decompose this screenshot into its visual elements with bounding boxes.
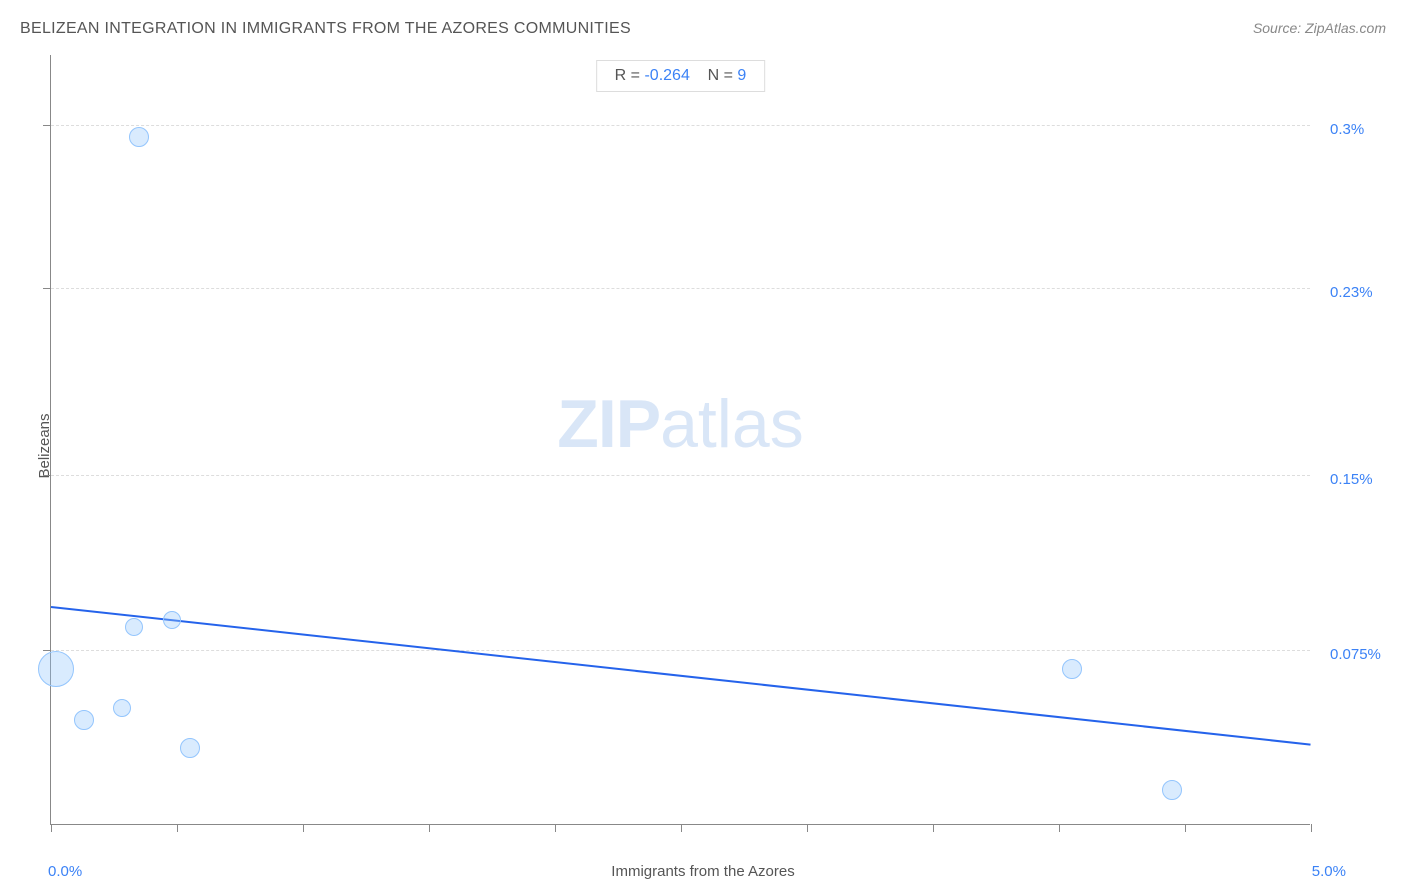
x-max-label: 5.0% <box>1312 863 1346 880</box>
scatter-point <box>180 738 200 758</box>
x-tick <box>807 824 808 832</box>
gridline-horizontal <box>51 288 1310 289</box>
scatter-point <box>113 699 131 717</box>
r-value: -0.264 <box>644 67 689 84</box>
x-tick <box>555 824 556 832</box>
x-tick <box>1059 824 1060 832</box>
chart-title: BELIZEAN INTEGRATION IN IMMIGRANTS FROM … <box>20 20 631 37</box>
scatter-point <box>125 618 143 636</box>
x-tick <box>51 824 52 832</box>
scatter-point <box>74 710 94 730</box>
x-min-label: 0.0% <box>48 863 82 880</box>
r-label: R = <box>615 67 640 84</box>
y-tick-label: 0.075% <box>1330 646 1381 663</box>
watermark-text: ZIPatlas <box>557 385 803 463</box>
scatter-plot-area: ZIPatlas R = -0.264 N = 9 <box>50 55 1310 825</box>
y-tick <box>43 288 51 289</box>
x-tick <box>429 824 430 832</box>
x-tick <box>303 824 304 832</box>
scatter-point <box>1062 659 1082 679</box>
x-axis-label: Immigrants from the Azores <box>611 863 794 880</box>
chart-header: BELIZEAN INTEGRATION IN IMMIGRANTS FROM … <box>20 20 1386 50</box>
x-tick <box>177 824 178 832</box>
scatter-point <box>163 611 181 629</box>
y-tick <box>43 475 51 476</box>
y-tick-label: 0.15% <box>1330 471 1373 488</box>
scatter-point <box>1162 780 1182 800</box>
n-value: 9 <box>737 67 746 84</box>
n-label: N = <box>708 67 733 84</box>
gridline-horizontal <box>51 475 1310 476</box>
gridline-horizontal <box>51 125 1310 126</box>
regression-line <box>51 606 1311 746</box>
x-tick <box>1311 824 1312 832</box>
x-tick <box>681 824 682 832</box>
scatter-point <box>129 127 149 147</box>
y-tick <box>43 125 51 126</box>
y-tick-label: 0.3% <box>1330 121 1364 138</box>
source-attribution: Source: ZipAtlas.com <box>1253 20 1386 36</box>
y-tick-label: 0.23% <box>1330 284 1373 301</box>
x-tick <box>1185 824 1186 832</box>
scatter-point <box>38 651 74 687</box>
x-tick <box>933 824 934 832</box>
gridline-horizontal <box>51 650 1310 651</box>
stats-box: R = -0.264 N = 9 <box>596 60 766 92</box>
